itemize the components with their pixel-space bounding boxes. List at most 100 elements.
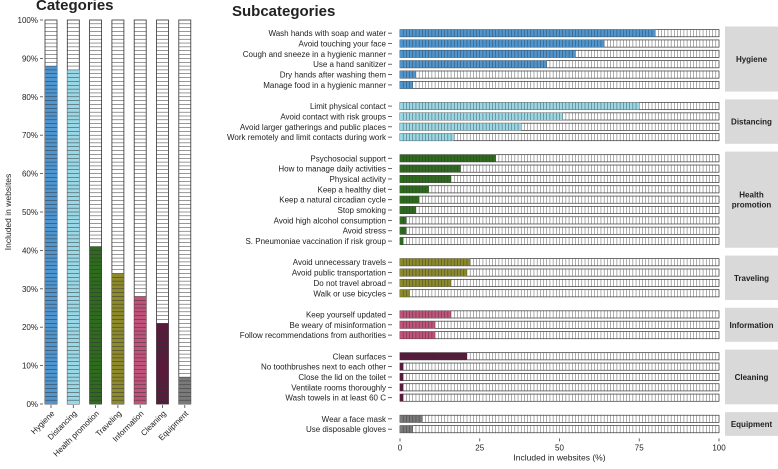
group-label: promotion — [732, 201, 772, 210]
bar-unit-lines — [111, 23, 124, 401]
bar-fill — [400, 373, 404, 381]
group-strip-information: Information — [725, 307, 778, 342]
subcategory-bar-wash-hands-with-soap-and-water: Wash hands with soap and water — [268, 29, 720, 38]
subcategory-label: Avoid unnecessary travels — [293, 258, 386, 267]
subcategory-label: Wear a face mask — [322, 415, 387, 424]
subcategory-label: Wash towels in at least 60 C — [285, 394, 386, 403]
bar-fill — [400, 237, 404, 245]
subcategory-label: Keep yourself updated — [306, 310, 386, 319]
y-tick-label: 10% — [22, 362, 38, 371]
subcategory-bar-avoid-contact-with-risk-groups: Avoid contact with risk groups — [280, 112, 720, 121]
x-axis-title: Included in websites (%) — [513, 452, 605, 462]
subcategory-bar-walk-or-use-bicycles: Walk or use bicycles — [313, 289, 720, 298]
category-bar-cleaning — [156, 19, 169, 405]
x-tick-label: 50 — [555, 443, 564, 452]
bar-fill — [178, 377, 191, 404]
subcategory-bar-ventilate-rooms-thoroughly: Ventilate rooms thoroughly — [291, 383, 720, 392]
subcategory-label: Avoid public transportation — [292, 269, 386, 278]
bar-unit-lines — [402, 154, 717, 162]
bar-unit-lines — [402, 60, 717, 68]
bar-fill — [400, 383, 404, 391]
x-tick-label: 100 — [712, 443, 726, 452]
x-tick-label: 0 — [398, 443, 403, 452]
subcategory-bar-keep-a-healthy-diet: Keep a healthy diet — [318, 185, 720, 194]
category-bar-health-promotion — [89, 19, 102, 405]
bar-unit-lines — [402, 258, 717, 266]
subcategory-label: Ventilate rooms thoroughly — [291, 383, 386, 392]
group-label: Equipment — [731, 420, 773, 429]
subcategories-panel: Wash hands with soap and water Avoid touc… — [227, 26, 778, 462]
subcategory-label: Avoid stress — [343, 227, 386, 236]
bar-unit-lines — [402, 331, 717, 339]
subcategory-label: Psychosocial support — [310, 154, 386, 163]
subcategory-label: Use a hand sanitizer — [313, 60, 386, 69]
y-tick-label: 50% — [22, 208, 38, 217]
subcategory-bar-dry-hands-after-washing-them: Dry hands after washing them — [280, 70, 720, 80]
group-strip-bg — [725, 26, 778, 92]
subcategory-bar-avoid-touching-your-face: Avoid touching your face — [299, 39, 720, 49]
subcategory-bar-keep-yourself-updated: Keep yourself updated — [306, 310, 720, 319]
group-label: Hygiene — [736, 55, 768, 64]
categories-panel: Included in websites 0% 10% 20% 30% 40% 50% 60%… — [3, 16, 192, 458]
bar-unit-lines — [402, 102, 717, 110]
subcategory-label: Dry hands after washing them — [280, 71, 387, 80]
subcategory-bar-work-remotely-and-limit-contacts-during-work: Work remotely and limit contacts during … — [227, 133, 720, 142]
bar-unit-lines — [402, 81, 717, 89]
bar-fill — [400, 102, 640, 110]
subcategory-label: Avoid touching your face — [299, 40, 387, 49]
category-bar-information — [133, 19, 147, 405]
bar-unit-lines — [402, 279, 717, 287]
bar-unit-lines — [402, 29, 717, 37]
bar-unit-lines — [402, 165, 717, 173]
group-strip-hygiene: Hygiene — [725, 26, 778, 92]
subcategory-label: Physical activity — [330, 175, 386, 184]
subcategory-bar-avoid-unnecessary-travels: Avoid unnecessary travels — [293, 258, 720, 267]
subcategory-bar-use-disposable-gloves: Use disposable gloves — [306, 425, 720, 434]
bar-unit-lines — [402, 415, 717, 423]
x-tick-label: 25 — [475, 443, 484, 452]
bar-unit-lines — [402, 70, 717, 79]
subcategory-label: Walk or use bicycles — [313, 289, 386, 298]
bar-unit-lines — [402, 216, 717, 224]
subcategory-label: Clean surfaces — [333, 352, 386, 361]
group-strip-bg — [725, 307, 778, 342]
subcategory-bar-be-weary-of-misinformation: Be weary of misinformation — [290, 321, 720, 330]
subcategory-label: Stop smoking — [338, 206, 386, 215]
group-label: Information — [730, 321, 774, 330]
subcategory-label: Do not travel abroad — [314, 279, 387, 288]
category-bar-distancing — [66, 19, 80, 405]
group-label: Cleaning — [735, 373, 769, 382]
left-panel-title: Categories — [36, 0, 114, 14]
y-tick-label: 40% — [22, 246, 38, 255]
bar-fill — [400, 289, 410, 297]
group-strip-bg — [725, 255, 778, 300]
subcategory-bar-avoid-larger-gatherings-and-public-places: Avoid larger gatherings and public place… — [240, 123, 720, 132]
subcategory-bar-avoid-public-transportation: Avoid public transportation — [292, 268, 720, 278]
subcategory-bar-clean-surfaces: Clean surfaces — [333, 352, 720, 361]
y-tick-label: 20% — [22, 323, 38, 332]
bar-unit-lines — [402, 39, 717, 48]
subcategory-label: Follow recommendations from authorities — [240, 331, 386, 340]
y-tick-label: 70% — [22, 131, 38, 140]
bar-unit-lines — [402, 352, 717, 360]
subcategory-label: S. Pneumoniae vaccination if risk group — [245, 237, 386, 246]
group-label: Distancing — [731, 118, 772, 127]
bar-unit-lines — [402, 363, 717, 371]
x-tick-label: 75 — [635, 443, 644, 452]
bar-unit-lines — [45, 23, 57, 401]
y-axis-title: Included in websites — [3, 174, 13, 251]
group-strip-bg — [725, 151, 778, 248]
subcategory-bar-wash-towels-in-at-least-60-c: Wash towels in at least 60 C — [285, 394, 720, 403]
y-tick-label: 90% — [22, 54, 38, 63]
bar-unit-lines — [67, 23, 80, 401]
bar-unit-lines — [402, 123, 717, 131]
subcategory-label: Avoid high alcohol consumption — [274, 216, 386, 225]
bar-fill — [400, 268, 467, 277]
bar-unit-lines — [89, 23, 102, 401]
subcategory-label: Work remotely and limit contacts during … — [227, 133, 387, 142]
category-bar-hygiene — [44, 19, 58, 405]
bar-unit-lines — [402, 321, 717, 329]
subcategory-bar-stop-smoking: Stop smoking — [338, 206, 720, 215]
